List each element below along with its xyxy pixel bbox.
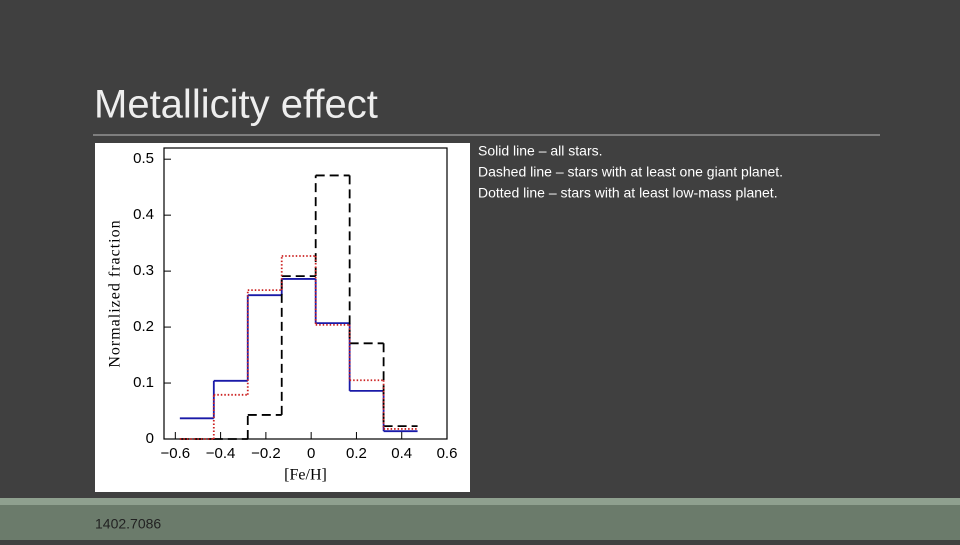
plot-frame	[163, 147, 448, 440]
x-tick-label: 0.2	[346, 445, 367, 462]
y-tick-label: 0.5	[133, 150, 154, 167]
y-tick-label: 0.1	[133, 374, 154, 391]
x-tick-label: −0.6	[161, 445, 191, 462]
x-tick-label: 0	[307, 445, 315, 462]
y-tick-label: 0.3	[133, 262, 154, 279]
x-tick-label: −0.2	[251, 445, 281, 462]
y-tick-label: 0	[146, 430, 154, 447]
x-tick-label: −0.4	[206, 445, 236, 462]
slide-title: Metallicity effect	[94, 83, 378, 127]
y-tick-label: 0.4	[133, 206, 154, 223]
x-tick-label: 0.4	[391, 445, 412, 462]
chart: −0.6 −0.4 −0.2 0 0.2 0.4 0.6 0 0.1 0.2 0.3 0.4 0.5 [F…	[107, 147, 458, 484]
footer-band	[0, 505, 960, 540]
y-axis-label: Normalized fraction	[107, 219, 124, 367]
footer-stripe	[0, 498, 960, 505]
x-axis-label: [Fe/H]	[284, 467, 327, 484]
footer-text: 1402.7086	[95, 516, 161, 532]
chart-panel	[95, 143, 470, 492]
x-tick-label: 0.6	[437, 445, 458, 462]
note: Solid line – all stars.	[478, 143, 603, 159]
note: Dotted line – stars with at least low-ma…	[478, 185, 778, 201]
note: Dashed line – stars with at least one gi…	[478, 164, 783, 180]
y-tick-label: 0.2	[133, 318, 154, 335]
